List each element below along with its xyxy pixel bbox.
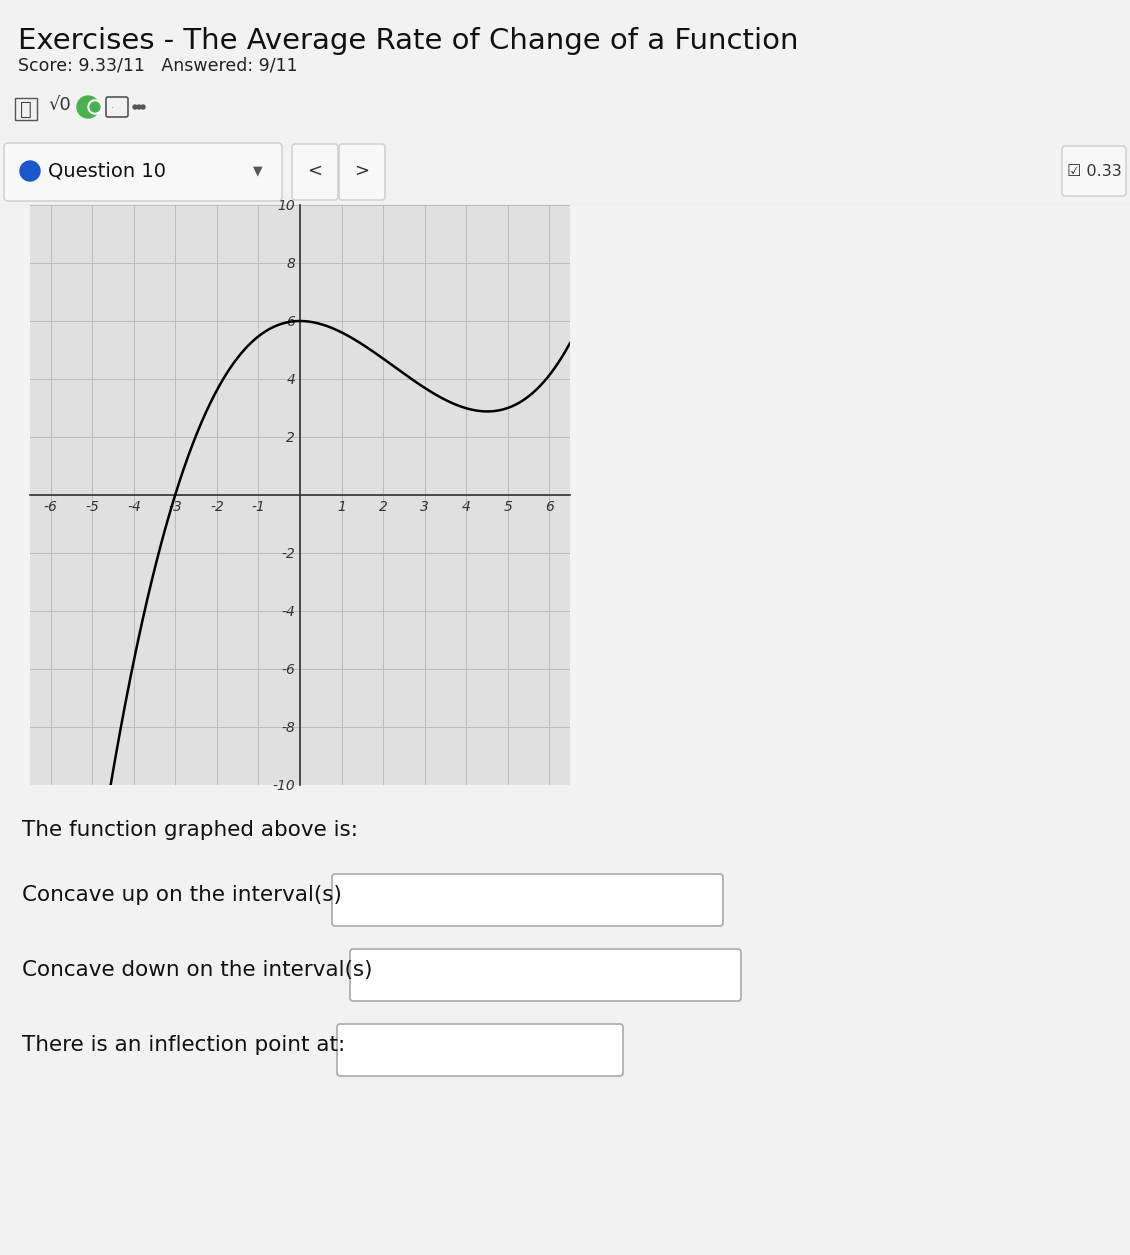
Bar bbox=[15, 98, 37, 120]
FancyBboxPatch shape bbox=[337, 1024, 623, 1076]
Circle shape bbox=[20, 161, 40, 181]
Circle shape bbox=[77, 95, 99, 118]
Circle shape bbox=[90, 102, 99, 112]
Text: <: < bbox=[307, 162, 322, 179]
Text: Score: 9.33/11   Answered: 9/11: Score: 9.33/11 Answered: 9/11 bbox=[18, 56, 297, 75]
Text: Exercises - The Average Rate of Change of a Function: Exercises - The Average Rate of Change o… bbox=[18, 28, 799, 55]
Text: ☑ 0.33: ☑ 0.33 bbox=[1067, 163, 1121, 178]
Text: The function graphed above is:: The function graphed above is: bbox=[21, 820, 358, 840]
Circle shape bbox=[137, 105, 141, 109]
FancyBboxPatch shape bbox=[1062, 146, 1125, 196]
Text: ⎙: ⎙ bbox=[20, 99, 32, 118]
FancyBboxPatch shape bbox=[332, 873, 723, 926]
FancyBboxPatch shape bbox=[292, 144, 338, 200]
Text: Question 10: Question 10 bbox=[47, 162, 166, 181]
FancyBboxPatch shape bbox=[350, 949, 741, 1001]
Circle shape bbox=[141, 105, 145, 109]
Text: >: > bbox=[355, 162, 370, 179]
FancyBboxPatch shape bbox=[5, 143, 282, 201]
Text: √0: √0 bbox=[47, 95, 71, 114]
Circle shape bbox=[133, 105, 137, 109]
Circle shape bbox=[88, 100, 102, 114]
Text: Concave up on the interval(s): Concave up on the interval(s) bbox=[21, 885, 342, 905]
FancyBboxPatch shape bbox=[339, 144, 385, 200]
Text: There is an inflection point at:: There is an inflection point at: bbox=[21, 1035, 346, 1055]
Text: Concave down on the interval(s): Concave down on the interval(s) bbox=[21, 960, 373, 980]
Text: ▼: ▼ bbox=[253, 164, 263, 177]
